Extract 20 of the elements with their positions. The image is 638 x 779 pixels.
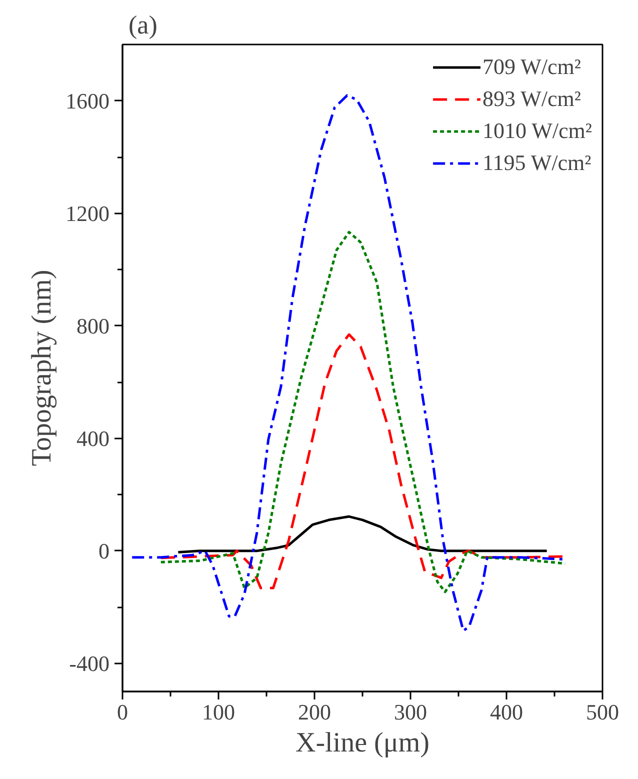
x-tick-label: 0 bbox=[117, 700, 128, 724]
y-tick-label: 1600 bbox=[66, 88, 110, 114]
x-tick-label: 200 bbox=[298, 700, 331, 724]
y-tick-label: 1200 bbox=[66, 200, 110, 226]
y-axis-title: Topography (nm) bbox=[26, 270, 58, 466]
x-tick-label: 500 bbox=[586, 700, 619, 724]
x-axis-title: X-line (μm) bbox=[296, 728, 430, 758]
y-tick-label: -400 bbox=[69, 650, 110, 676]
x-tick-label: 400 bbox=[490, 700, 523, 724]
y-tick-label: 800 bbox=[76, 313, 110, 338]
y-tick-label: 0 bbox=[98, 538, 110, 564]
x-tick-label: 100 bbox=[202, 700, 235, 724]
x-tick-label: 300 bbox=[394, 700, 427, 724]
legend-label: 893 W/cm² bbox=[482, 86, 581, 112]
legend-label: 1195 W/cm² bbox=[482, 150, 592, 176]
legend-label: 709 W/cm² bbox=[482, 54, 581, 80]
y-tick-label: 400 bbox=[76, 426, 110, 451]
line-series bbox=[176, 515, 548, 554]
chart-title: (a) bbox=[128, 10, 158, 40]
legend-label: 1010 W/cm² bbox=[482, 118, 592, 144]
